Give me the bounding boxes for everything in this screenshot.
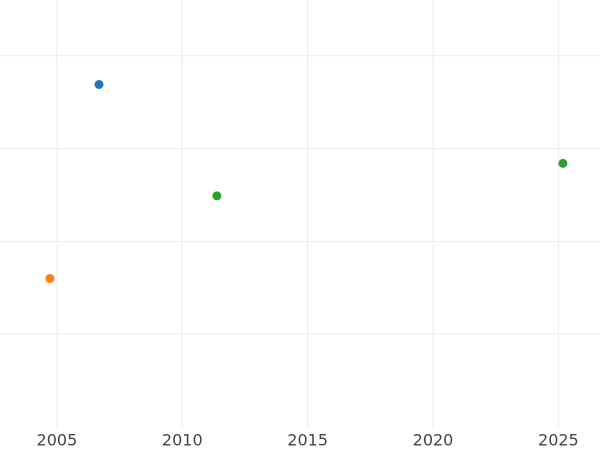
point — [558, 158, 568, 168]
point — [45, 273, 55, 283]
x-tick-label: 2025 — [538, 431, 579, 450]
point — [94, 79, 104, 89]
x-tick-label: 2005 — [37, 431, 78, 450]
x-tick-label: 2020 — [413, 431, 454, 450]
point — [212, 191, 222, 201]
x-tick-label: 2010 — [162, 431, 203, 450]
x-tick-label: 2015 — [287, 431, 328, 450]
